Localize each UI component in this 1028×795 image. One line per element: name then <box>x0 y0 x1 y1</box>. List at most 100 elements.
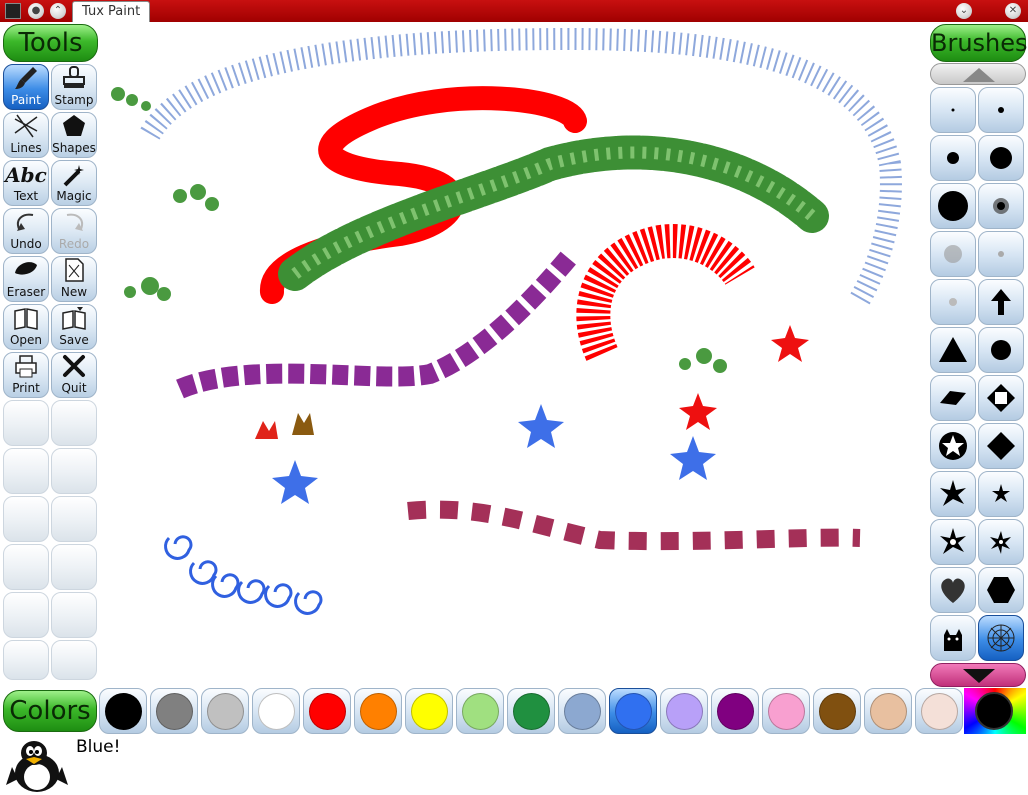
tool-label: Open <box>9 333 43 347</box>
brush-button[interactable] <box>978 567 1024 613</box>
color-dot <box>411 693 448 730</box>
color-swatch[interactable] <box>609 688 657 734</box>
tool-label: Shapes <box>52 141 96 155</box>
web-brush-icon <box>987 624 1015 652</box>
color-swatch[interactable] <box>99 688 147 734</box>
color-dot <box>207 693 244 730</box>
brush-button[interactable] <box>978 87 1024 133</box>
color-swatch[interactable] <box>507 688 555 734</box>
tiny-dot-brush-icon <box>951 108 955 112</box>
brush-button[interactable] <box>978 423 1024 469</box>
blue-spiral-stroke <box>164 535 323 615</box>
brush-button[interactable] <box>978 375 1024 421</box>
tools-header: Tools <box>3 24 98 62</box>
color-swatch[interactable] <box>354 688 402 734</box>
brush-button[interactable] <box>978 279 1024 325</box>
brush-button[interactable] <box>930 519 976 565</box>
brush-button[interactable] <box>978 615 1024 661</box>
color-dot <box>462 693 499 730</box>
status-message: Blue! <box>76 737 121 757</box>
color-swatch[interactable] <box>456 688 504 734</box>
brush-button[interactable] <box>978 135 1024 181</box>
brush-button[interactable] <box>930 231 976 277</box>
brush-button[interactable] <box>930 423 976 469</box>
brushes-scroll-down-button[interactable] <box>930 663 1026 687</box>
undo-icon <box>4 209 48 237</box>
color-picker-button[interactable] <box>964 688 1026 734</box>
close-window-icon[interactable]: ● <box>28 3 44 19</box>
color-swatch[interactable] <box>558 688 606 734</box>
tool-button-print[interactable]: Print <box>3 352 49 398</box>
new-page-icon <box>52 257 96 285</box>
brush-button[interactable] <box>930 471 976 517</box>
brush-button[interactable] <box>930 327 976 373</box>
printer-icon <box>4 353 48 381</box>
cat-brush-icon <box>944 629 962 651</box>
tool-button-eraser[interactable]: Eraser <box>3 256 49 302</box>
empty-tool-slot <box>3 592 49 638</box>
shade-window-icon[interactable]: ⌃ <box>50 3 66 19</box>
brush-button[interactable] <box>930 279 976 325</box>
tool-button-open[interactable]: Open <box>3 304 49 350</box>
heart-brush-icon <box>941 578 965 603</box>
ivy-highlight-stroke <box>291 146 816 279</box>
brush-button[interactable] <box>978 471 1024 517</box>
color-swatch[interactable] <box>864 688 912 734</box>
tool-button-shapes[interactable]: Shapes <box>51 112 97 158</box>
window-title: Tux Paint <box>72 1 151 22</box>
arrow-up-brush-icon <box>991 289 1011 315</box>
color-swatch[interactable] <box>915 688 963 734</box>
empty-tool-slot <box>51 448 97 494</box>
color-swatch[interactable] <box>660 688 708 734</box>
tool-label: Magic <box>56 189 92 203</box>
ivy-clusters <box>111 87 727 373</box>
color-swatch[interactable] <box>813 688 861 734</box>
brush-button[interactable] <box>930 135 976 181</box>
tool-label: New <box>60 285 88 299</box>
brush-button[interactable] <box>930 183 976 229</box>
color-swatch[interactable] <box>252 688 300 734</box>
close-x-icon[interactable]: ✕ <box>1005 3 1021 19</box>
arrow-down-icon <box>963 669 995 683</box>
brush-button[interactable] <box>930 87 976 133</box>
color-dot <box>921 693 958 730</box>
tool-label: Redo <box>58 237 90 251</box>
tool-button-text[interactable]: Abc Text <box>3 160 49 206</box>
tool-button-paint[interactable]: Paint <box>3 64 49 110</box>
flower-brush-icon <box>940 480 966 506</box>
red-zigzag-stroke <box>576 224 755 361</box>
small-star-brush-icon <box>992 484 1010 502</box>
color-swatch[interactable] <box>150 688 198 734</box>
color-dot <box>309 693 346 730</box>
brush-button[interactable] <box>978 519 1024 565</box>
tool-button-lines[interactable]: Lines <box>3 112 49 158</box>
minimize-window-icon[interactable]: ⌄ <box>956 3 972 19</box>
color-swatch[interactable] <box>711 688 759 734</box>
brush-button[interactable] <box>978 327 1024 373</box>
color-swatch[interactable] <box>762 688 810 734</box>
color-swatch[interactable] <box>405 688 453 734</box>
color-swatch[interactable] <box>201 688 249 734</box>
color-dot <box>717 693 754 730</box>
brush-button[interactable] <box>930 567 976 613</box>
tool-button-magic[interactable]: Magic <box>51 160 97 206</box>
brushes-scroll-up-button[interactable] <box>930 63 1026 85</box>
brush-button[interactable] <box>978 231 1024 277</box>
text-abc-icon: Abc <box>5 163 47 187</box>
tool-button-quit[interactable]: Quit <box>51 352 97 398</box>
empty-tool-slot <box>3 496 49 542</box>
empty-tool-slot <box>3 640 49 680</box>
brush-button[interactable] <box>978 183 1024 229</box>
drawing-canvas[interactable] <box>100 24 928 686</box>
tool-button-save[interactable]: Save <box>51 304 97 350</box>
color-swatch[interactable] <box>303 688 351 734</box>
tool-button-new[interactable]: New <box>51 256 97 302</box>
brush-button[interactable] <box>930 615 976 661</box>
color-dot <box>513 693 550 730</box>
tool-button-redo[interactable]: Redo <box>51 208 97 254</box>
fuzzy-dot-brush-icon <box>993 198 1009 214</box>
tool-button-undo[interactable]: Undo <box>3 208 49 254</box>
brush-button[interactable] <box>930 375 976 421</box>
tool-button-stamp[interactable]: Stamp <box>51 64 97 110</box>
